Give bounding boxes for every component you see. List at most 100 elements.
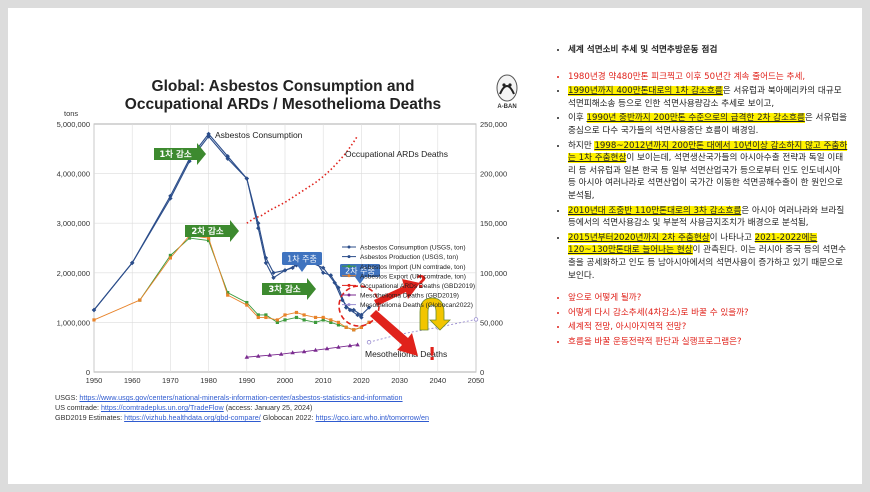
arrow-decrease-3-label: 3차 감소: [268, 284, 301, 295]
series-3-point: [187, 236, 192, 240]
question-4: 흐름을 바꿀 운동전략적 판단과 실행프로그램은?: [568, 336, 848, 349]
stall-2-pointer: [355, 277, 365, 284]
series-2-point: [343, 305, 349, 310]
series-2-point: [321, 270, 326, 275]
ards-label: Occupational ARDs Deaths: [345, 149, 448, 159]
bullet-6-highlight-1: 2015년부터2020년까지 2차 주춤현상: [568, 232, 710, 243]
legend-label-3: Asbestos Import (UN comtrade, ton): [360, 264, 466, 271]
y-left-tick-label: 2,000,000: [57, 269, 90, 278]
x-tick-label: 1950: [86, 376, 103, 385]
a-ban-logo: A-BAN: [496, 74, 518, 110]
bullet-1: 1980년경 약480만톤 피크찍고 이후 50년간 계속 줄어드는 추세,: [568, 71, 848, 84]
series-2-point: [130, 260, 135, 266]
x-tick-label: 2010: [315, 376, 332, 385]
series-3-point: [336, 323, 341, 327]
highlight-circle: [338, 285, 380, 327]
y-right-tick-label: 150,000: [480, 219, 507, 228]
series-3-point: [256, 313, 260, 317]
series-2-point: [91, 307, 97, 313]
series-6-point: [355, 342, 360, 347]
series-4-point: [302, 313, 306, 317]
usgs-link[interactable]: https://www.usgs.gov/centers/national-mi…: [79, 393, 403, 402]
chart-title-line1: Global: Asbestos Consumption and: [151, 78, 415, 95]
series-3-point: [283, 318, 287, 322]
series-2-point: [328, 273, 334, 278]
usgs-label: USGS:: [55, 393, 80, 402]
series-2-point: [244, 176, 249, 181]
bullet-3: 이후 1990년 중반까지 200만톤 수준으로의 급격한 2차 감소흐름은 서…: [568, 112, 848, 137]
series-2-point: [359, 312, 364, 318]
question-1: 앞으로 어떻게 될까?: [568, 292, 848, 305]
gbd-link[interactable]: https://vizhub.healthdata.org/gbd-compar…: [124, 413, 261, 422]
logo-text: A-BAN: [497, 104, 516, 110]
series-4-point: [336, 320, 341, 324]
x-tick-label: 2040: [429, 376, 446, 385]
legend-label-2: Asbestos Production (USGS, ton): [360, 254, 458, 261]
series-6-point: [336, 344, 341, 349]
series-line-5: [246, 135, 359, 224]
series-6-point: [347, 343, 353, 348]
series-4-point: [264, 315, 268, 320]
x-tick-label: 1980: [200, 376, 217, 385]
stall-1-label: 1차 주춤: [287, 255, 317, 264]
series-3-point: [207, 238, 211, 243]
y-left-tick-label: 1,000,000: [57, 318, 90, 327]
series-6-point: [290, 350, 295, 355]
series-3-point: [245, 300, 249, 305]
series-4-point: [283, 313, 287, 317]
series-6-point: [267, 352, 272, 357]
series-6-point: [256, 353, 261, 358]
arrow-decrease-1-label: 1차 감소: [159, 149, 192, 160]
bullet-3-pre: 이후: [568, 113, 587, 124]
x-tick-label: 2000: [277, 376, 294, 385]
bullet-4-text: 이 보이는데, 석면생산국가들의 아시아수출 전략과 독일 이태리 등 서유럽과…: [568, 153, 844, 201]
meso-label: Mesothelioma Deaths: [365, 349, 447, 359]
stall-1-box: [282, 252, 322, 265]
bullet-2-text: 은 서유럽과 북아메리카의 대규모 석면피해소송 등으로 인한 석면사용량감소 …: [568, 86, 842, 109]
chart-grid: [93, 123, 477, 373]
series-3-point: [294, 315, 299, 320]
bullet-2-highlight: 1990년까지 400만톤대로의 1차 감소흐름: [568, 86, 723, 97]
series-line-7: [368, 318, 477, 343]
bullet-6-text: 이 관측된다. 이는 러시아 중국 등의 석면수출을 공세화하고 인도 등 남아…: [568, 245, 847, 281]
globocan-link[interactable]: https://gco.iarc.who.int/tomorrow/en: [315, 413, 429, 422]
series-4-point: [207, 236, 211, 240]
series-2-point: [263, 260, 269, 266]
bullet-2: 1990년까지 400만톤대로의 1차 감소흐름은 서유럽과 북아메리카의 대규…: [568, 85, 848, 110]
series-2-point: [206, 134, 211, 139]
legend-marker-6: [347, 293, 351, 297]
bullet-6-mid: 이 나타나고: [709, 232, 755, 243]
bullet-4: 하지만 1998~2012년까지 200만톤 대에서 10년이상 감소하지 않고…: [568, 140, 848, 203]
series-2-point: [225, 156, 230, 161]
series-4-point: [321, 315, 325, 320]
legend-marker-2: [347, 255, 351, 259]
comtrade-link[interactable]: https://comtradeplus.un.org/TradeFlow: [100, 403, 224, 412]
series-6-point: [313, 347, 318, 352]
x-tick-label: 2030: [391, 376, 408, 385]
series-6-point: [244, 354, 249, 359]
arrow-decrease-2-shape: [185, 220, 239, 242]
bullet-3-highlight: 1990년 중반까지 200만톤 수준으로의 급격한 2차 감소흐름: [586, 113, 805, 124]
x-tick-label: 1990: [238, 376, 255, 385]
series-2-point: [187, 159, 192, 164]
legend-marker-4: [347, 274, 351, 278]
series-4-point: [245, 303, 249, 307]
x-tick-label: 1960: [124, 376, 141, 385]
arrow-decrease-2-label: 2차 감소: [191, 226, 224, 237]
globocan-label: Globocan 2022:: [260, 413, 316, 422]
series-4-point: [294, 310, 299, 315]
series-2-point: [290, 265, 295, 271]
y-right-tick-label: 100,000: [480, 269, 507, 278]
bullet-5-highlight: 2010년대 조중반 110만톤대로의 3차 감소흐름: [568, 205, 742, 216]
series-4-point: [313, 315, 318, 320]
y-right-tick-label: 200,000: [480, 170, 507, 179]
legend-marker-7: [347, 303, 351, 307]
comtrade-label: US comtrade:: [55, 403, 101, 412]
gbd-label: GBD2019 Estimates:: [55, 413, 125, 422]
series-2-point: [282, 268, 288, 273]
series-1-point: [355, 312, 360, 318]
chart-title: Global: Asbestos Consumption and Occupat…: [118, 78, 448, 114]
series-4-point: [352, 328, 356, 332]
bullet-6: 2015년부터2020년까지 2차 주춤현상이 나타나고 2021-2022에는…: [568, 232, 848, 282]
